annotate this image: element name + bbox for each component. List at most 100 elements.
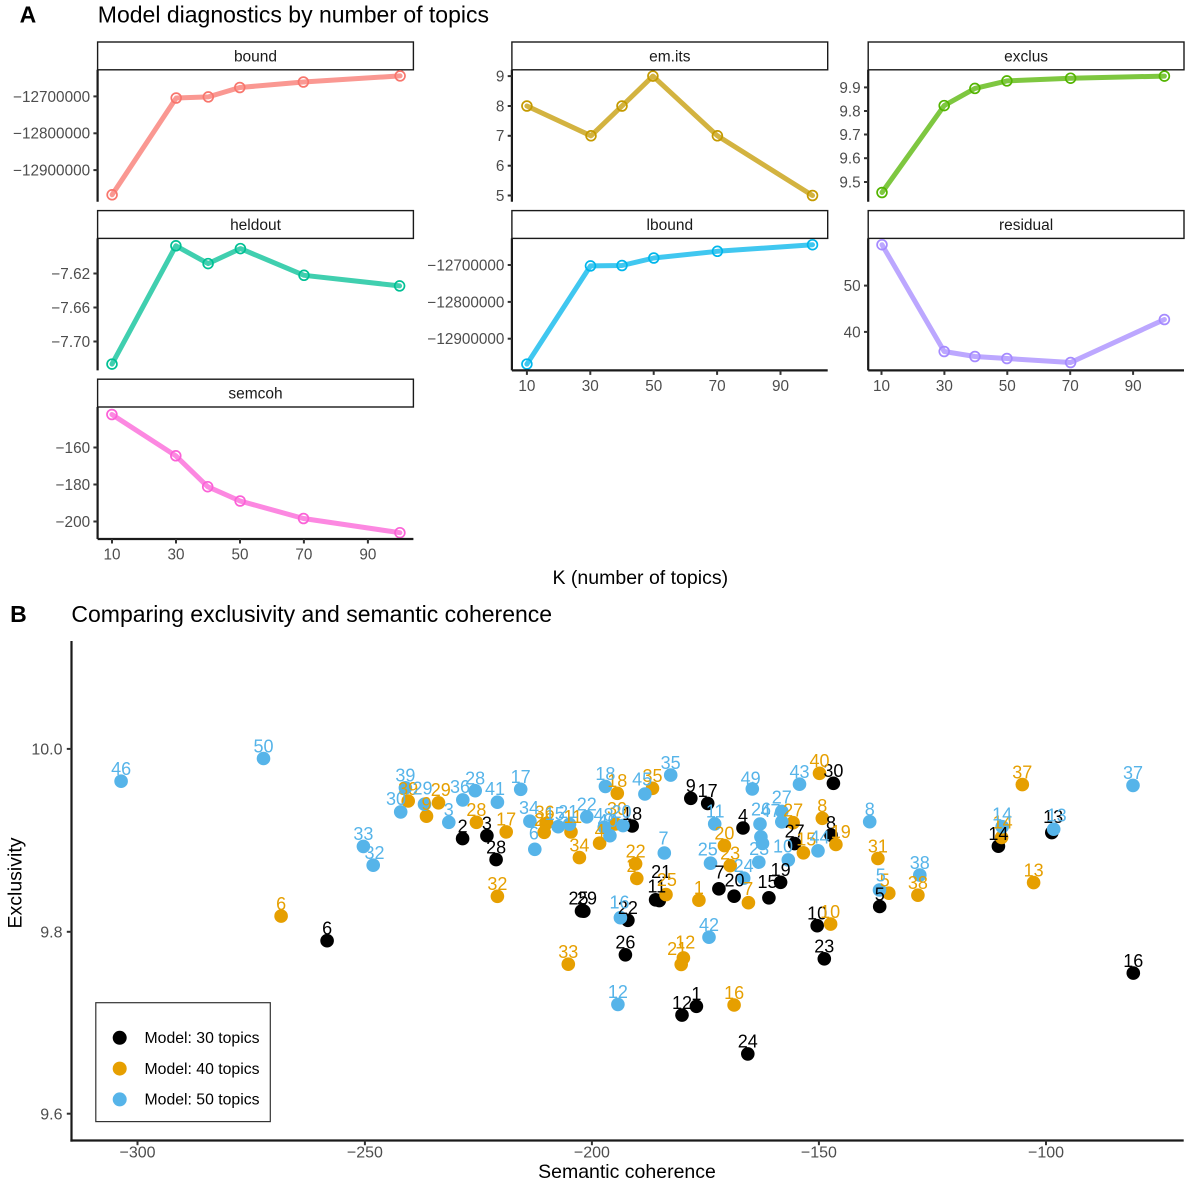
svg-text:29: 29 — [412, 779, 432, 799]
svg-text:16: 16 — [724, 983, 744, 1003]
svg-text:36: 36 — [535, 802, 555, 822]
svg-text:25: 25 — [698, 840, 718, 860]
svg-text:9.8: 9.8 — [839, 103, 860, 120]
svg-text:32: 32 — [364, 843, 384, 863]
svg-text:1: 1 — [691, 984, 701, 1004]
svg-text:13: 13 — [1024, 860, 1044, 880]
svg-text:10: 10 — [103, 547, 120, 564]
svg-text:−12900000: −12900000 — [427, 331, 504, 348]
svg-text:40: 40 — [844, 324, 861, 341]
svg-text:−300: −300 — [119, 1145, 155, 1162]
svg-text:5: 5 — [880, 870, 890, 890]
svg-text:9.9: 9.9 — [839, 80, 860, 97]
svg-text:33: 33 — [353, 824, 373, 844]
svg-text:31: 31 — [868, 836, 888, 856]
svg-text:40: 40 — [809, 751, 829, 771]
svg-text:23: 23 — [720, 843, 740, 863]
svg-text:8: 8 — [865, 800, 875, 820]
svg-text:16: 16 — [609, 893, 629, 913]
svg-text:14: 14 — [988, 824, 1008, 844]
svg-text:8: 8 — [496, 98, 505, 115]
svg-text:6: 6 — [529, 824, 539, 844]
svg-text:Model: 40 topics: Model: 40 topics — [145, 1061, 260, 1078]
svg-text:22: 22 — [626, 842, 646, 862]
svg-text:38: 38 — [908, 873, 928, 893]
svg-text:12: 12 — [672, 993, 692, 1013]
svg-text:21: 21 — [558, 802, 578, 822]
svg-text:exclus: exclus — [1004, 49, 1048, 66]
svg-text:5: 5 — [876, 866, 886, 886]
svg-text:Semantic coherence: Semantic coherence — [538, 1161, 716, 1183]
svg-text:Model diagnostics by number of: Model diagnostics by number of topics — [98, 2, 489, 28]
svg-text:36: 36 — [450, 777, 470, 797]
svg-text:50: 50 — [645, 378, 662, 395]
svg-text:45: 45 — [632, 769, 652, 789]
svg-text:50: 50 — [999, 378, 1016, 395]
svg-text:17: 17 — [511, 767, 531, 787]
svg-text:−12700000: −12700000 — [427, 257, 504, 274]
svg-text:34: 34 — [569, 835, 589, 855]
svg-text:semcoh: semcoh — [228, 386, 282, 403]
svg-text:28: 28 — [465, 769, 485, 789]
svg-text:−7.66: −7.66 — [51, 300, 90, 317]
svg-text:19: 19 — [831, 822, 851, 842]
svg-text:7: 7 — [743, 879, 753, 899]
svg-text:70: 70 — [709, 378, 726, 395]
svg-text:43: 43 — [789, 762, 809, 782]
svg-text:41: 41 — [485, 779, 505, 799]
svg-text:30: 30 — [823, 761, 843, 781]
svg-text:37: 37 — [1123, 763, 1143, 783]
svg-text:48: 48 — [594, 805, 614, 825]
svg-text:5: 5 — [875, 884, 885, 904]
svg-text:90: 90 — [772, 378, 789, 395]
svg-text:50: 50 — [231, 547, 248, 564]
svg-text:7: 7 — [658, 828, 668, 848]
svg-text:−12800000: −12800000 — [13, 126, 90, 143]
svg-text:23: 23 — [814, 937, 834, 957]
svg-text:2: 2 — [458, 816, 468, 836]
svg-text:10: 10 — [773, 836, 793, 856]
svg-text:4: 4 — [595, 821, 605, 841]
svg-text:bound: bound — [234, 49, 277, 66]
svg-text:70: 70 — [295, 547, 312, 564]
svg-text:13: 13 — [1047, 805, 1067, 825]
svg-text:9.8: 9.8 — [40, 924, 62, 941]
svg-text:10: 10 — [807, 904, 827, 924]
svg-text:heldout: heldout — [230, 217, 282, 234]
svg-text:35: 35 — [642, 766, 662, 786]
svg-text:26: 26 — [751, 799, 771, 819]
svg-text:3: 3 — [444, 800, 454, 820]
svg-text:22: 22 — [577, 795, 597, 815]
svg-text:−7.70: −7.70 — [51, 334, 90, 351]
svg-text:90: 90 — [359, 547, 376, 564]
svg-text:9.5: 9.5 — [839, 174, 860, 191]
svg-text:18: 18 — [607, 771, 627, 791]
svg-text:13: 13 — [1043, 807, 1063, 827]
svg-text:47: 47 — [760, 801, 780, 821]
svg-text:25: 25 — [657, 870, 677, 890]
svg-text:19: 19 — [771, 860, 791, 880]
svg-text:49: 49 — [741, 769, 761, 789]
svg-text:2: 2 — [626, 856, 636, 876]
svg-text:residual: residual — [999, 217, 1053, 234]
svg-text:10: 10 — [820, 902, 840, 922]
svg-text:38: 38 — [910, 853, 930, 873]
svg-text:21: 21 — [651, 862, 671, 882]
svg-text:40: 40 — [598, 811, 618, 831]
svg-text:9.7: 9.7 — [839, 127, 860, 144]
svg-text:−12900000: −12900000 — [13, 163, 90, 180]
svg-text:34: 34 — [519, 798, 539, 818]
svg-text:K (number of topics): K (number of topics) — [553, 567, 729, 589]
svg-text:17: 17 — [698, 781, 718, 801]
svg-text:24: 24 — [738, 1032, 758, 1052]
svg-text:−160: −160 — [56, 440, 90, 457]
svg-text:11: 11 — [563, 807, 582, 827]
svg-text:14: 14 — [992, 805, 1012, 825]
svg-text:39: 39 — [395, 766, 415, 786]
svg-text:B: B — [10, 601, 27, 627]
svg-text:46: 46 — [111, 759, 131, 779]
svg-text:33: 33 — [558, 942, 578, 962]
svg-text:10.0: 10.0 — [31, 742, 62, 759]
svg-text:lbound: lbound — [647, 217, 694, 234]
svg-text:26: 26 — [615, 933, 635, 953]
